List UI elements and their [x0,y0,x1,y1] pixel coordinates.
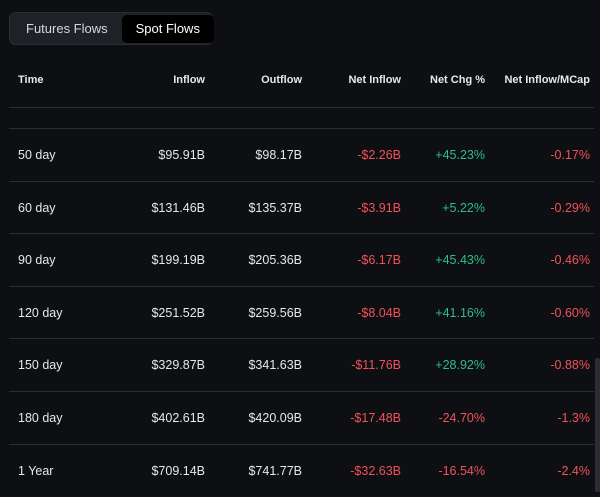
table-row[interactable]: 60 day $131.46B $135.37B -$3.91B +5.22% -0.29… [9,180,594,234]
cell-time: 1 Year [18,463,54,478]
cell-inflow: $251.52B [151,305,205,320]
tab-futures-flows[interactable]: Futures Flows [26,20,108,36]
cell-outflow: $98.17B [255,148,302,162]
cell-chg: -16.54% [438,463,485,478]
col-outflow: Outflow [261,74,302,86]
cell-outflow: $420.09B [248,411,302,425]
cell-mcap: -0.46% [550,253,590,268]
cell-outflow: $259.56B [248,305,302,320]
cell-chg: -24.70% [438,411,485,425]
cell-chg: +41.16% [435,305,485,320]
col-net-inflow-mcap: Net Inflow/MCap [504,74,590,86]
cell-net: -$6.17B [357,253,401,268]
cell-time: 90 day [18,253,56,268]
cell-mcap: -2.4% [557,463,590,478]
table-row[interactable]: 90 day $199.19B $205.36B -$6.17B +45.43% -0.4… [9,233,594,286]
cell-net: -$32.63B [350,463,401,478]
cell-inflow: $709.14B [151,463,205,478]
cell-mcap: -0.17% [550,148,590,162]
cell-net: -$17.48B [350,411,401,425]
cell-outflow: $135.37B [248,200,302,215]
cell-chg: +45.43% [435,253,485,268]
cell-chg: +5.22% [442,200,485,215]
table-row-partial [9,107,594,128]
cell-inflow: $199.19B [151,253,205,268]
col-net-chg: Net Chg % [430,74,485,86]
cell-net: -$2.26B [357,148,401,162]
cell-time: 120 day [18,305,63,320]
cell-inflow: $329.87B [151,358,205,373]
col-time: Time [18,74,44,86]
cell-net: -$8.04B [357,305,401,320]
col-net-inflow: Net Inflow [348,74,401,86]
table-row[interactable]: 50 day $95.91B $98.17B -$2.26B +45.23% -0.17% [9,128,594,181]
cell-mcap: -0.60% [550,305,590,320]
cell-outflow: $341.63B [248,358,302,373]
cell-net: -$11.76B [351,358,401,373]
col-inflow: Inflow [173,74,205,86]
table-row[interactable]: 120 day $251.52B $259.56B -$8.04B +41.16% -0.… [9,285,594,339]
cell-chg: +28.92% [435,358,485,373]
cell-inflow: $131.46B [151,200,205,215]
cell-mcap: -0.88% [550,358,590,373]
cell-inflow: $95.91B [158,148,205,162]
table-row[interactable]: 150 day $329.87B $341.63B -$11.76B +28.92% -0… [9,338,594,391]
cell-time: 180 day [18,411,63,425]
cell-inflow: $402.61B [151,411,205,425]
cell-mcap: -1.3% [557,411,590,425]
tab-spot-flows[interactable]: Spot Flows [121,14,214,43]
scrollbar[interactable] [595,358,600,492]
cell-net: -$3.91B [357,200,401,215]
flow-type-tabs: Futures Flows Spot Flows [9,12,214,45]
cell-time: 60 day [18,200,56,215]
cell-time: 50 day [18,148,56,162]
cell-mcap: -0.29% [550,200,590,215]
table-header: Time Inflow Outflow Net Inflow Net Chg %… [0,72,600,90]
table-row[interactable]: 180 day $402.61B $420.09B -$17.48B -24.70% -1… [9,391,594,444]
cell-outflow: $741.77B [248,463,302,478]
table-row[interactable]: 1 Year $709.14B $741.77B -$32.63B -16.54% -2.… [9,443,594,497]
cell-outflow: $205.36B [248,253,302,268]
cell-chg: +45.23% [435,148,485,162]
cell-time: 150 day [18,358,63,373]
